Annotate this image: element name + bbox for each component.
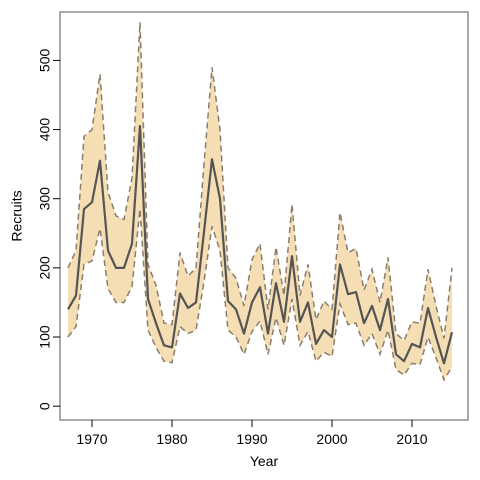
y-axis: 0 100 200 300 400 500 (37, 49, 60, 410)
x-axis-title: Year (250, 453, 279, 469)
x-tick-label: 2000 (316, 431, 347, 447)
x-tick-label: 2010 (396, 431, 427, 447)
y-tick-label: 200 (37, 256, 53, 280)
confidence-band (68, 22, 452, 380)
x-axis: 1970 1980 1990 2000 2010 (76, 420, 428, 447)
y-tick-label: 400 (37, 118, 53, 142)
y-tick-label: 500 (37, 49, 53, 73)
y-tick-label: 0 (37, 402, 53, 410)
y-axis-title: Recruits (9, 190, 25, 241)
confidence-band-area (68, 22, 452, 380)
lower-bound-line (67, 209, 453, 382)
plot-frame (59, 11, 469, 421)
x-tick-label: 1980 (156, 431, 187, 447)
x-tick-label: 1970 (76, 431, 107, 447)
y-tick-label: 300 (37, 187, 53, 211)
median-series-line (67, 124, 454, 365)
upper-bound-line (67, 22, 453, 342)
y-tick-label: 100 (37, 325, 53, 349)
x-tick-label: 1990 (236, 431, 267, 447)
band-bounds (67, 22, 453, 382)
median-line (67, 124, 454, 365)
